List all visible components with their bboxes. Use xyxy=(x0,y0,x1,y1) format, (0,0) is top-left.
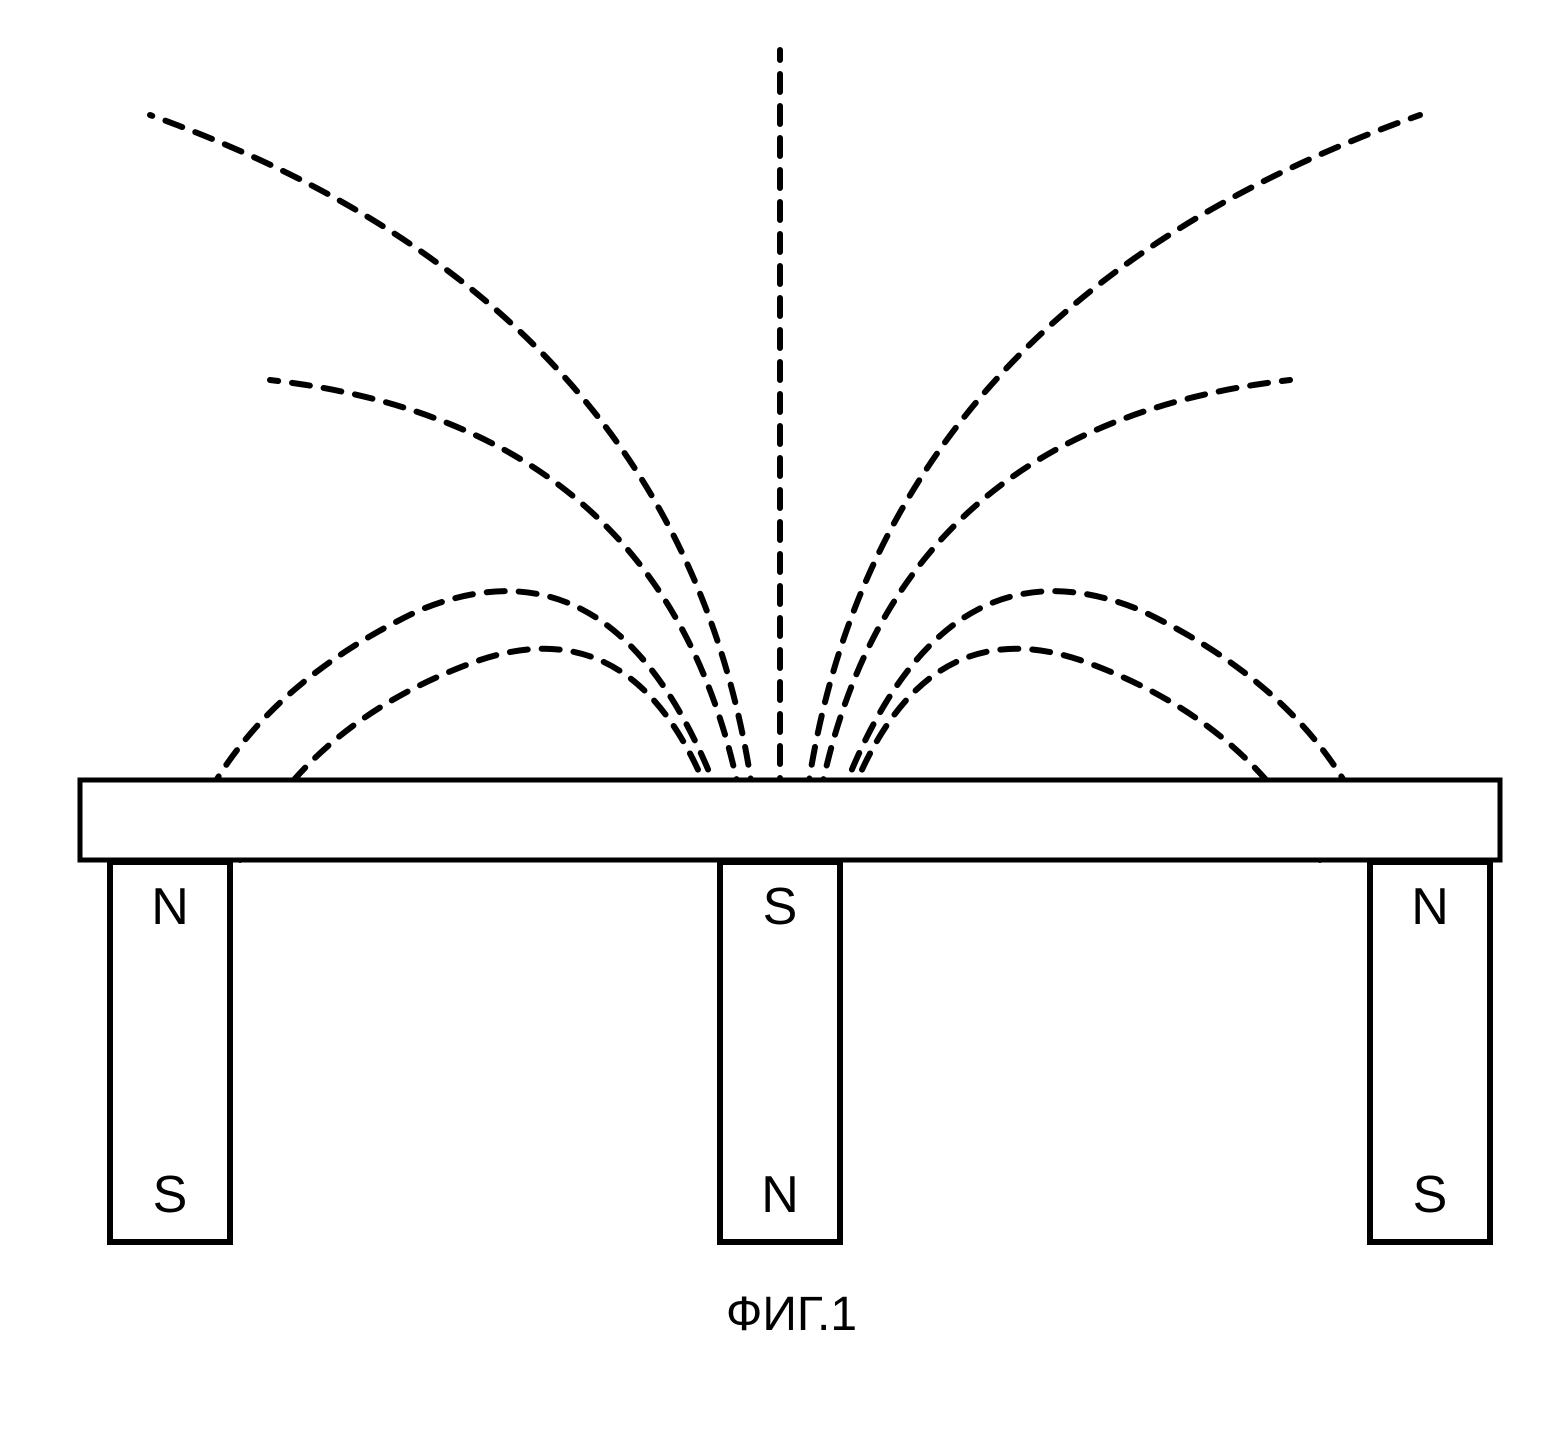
magnet-center: SN xyxy=(720,862,840,1242)
magnet-right-bottom-pole-label: S xyxy=(1413,1166,1448,1224)
figure-caption: ФИГ.1 xyxy=(726,1288,857,1341)
magnet-left-bottom-pole-label: S xyxy=(153,1166,188,1224)
target-bar xyxy=(80,780,1500,860)
magnet-center-top-pole-label: S xyxy=(763,878,798,936)
magnet-left-top-pole-label: N xyxy=(151,878,189,936)
magnet-left: NS xyxy=(110,862,230,1242)
magnet-right: NS xyxy=(1370,862,1490,1242)
magnetic-field-diagram: NSSNNSФИГ.1 xyxy=(20,20,1543,1414)
magnet-right-top-pole-label: N xyxy=(1411,878,1449,936)
magnet-center-bottom-pole-label: N xyxy=(761,1166,799,1224)
diagram-container: NSSNNSФИГ.1 xyxy=(20,20,1543,1414)
